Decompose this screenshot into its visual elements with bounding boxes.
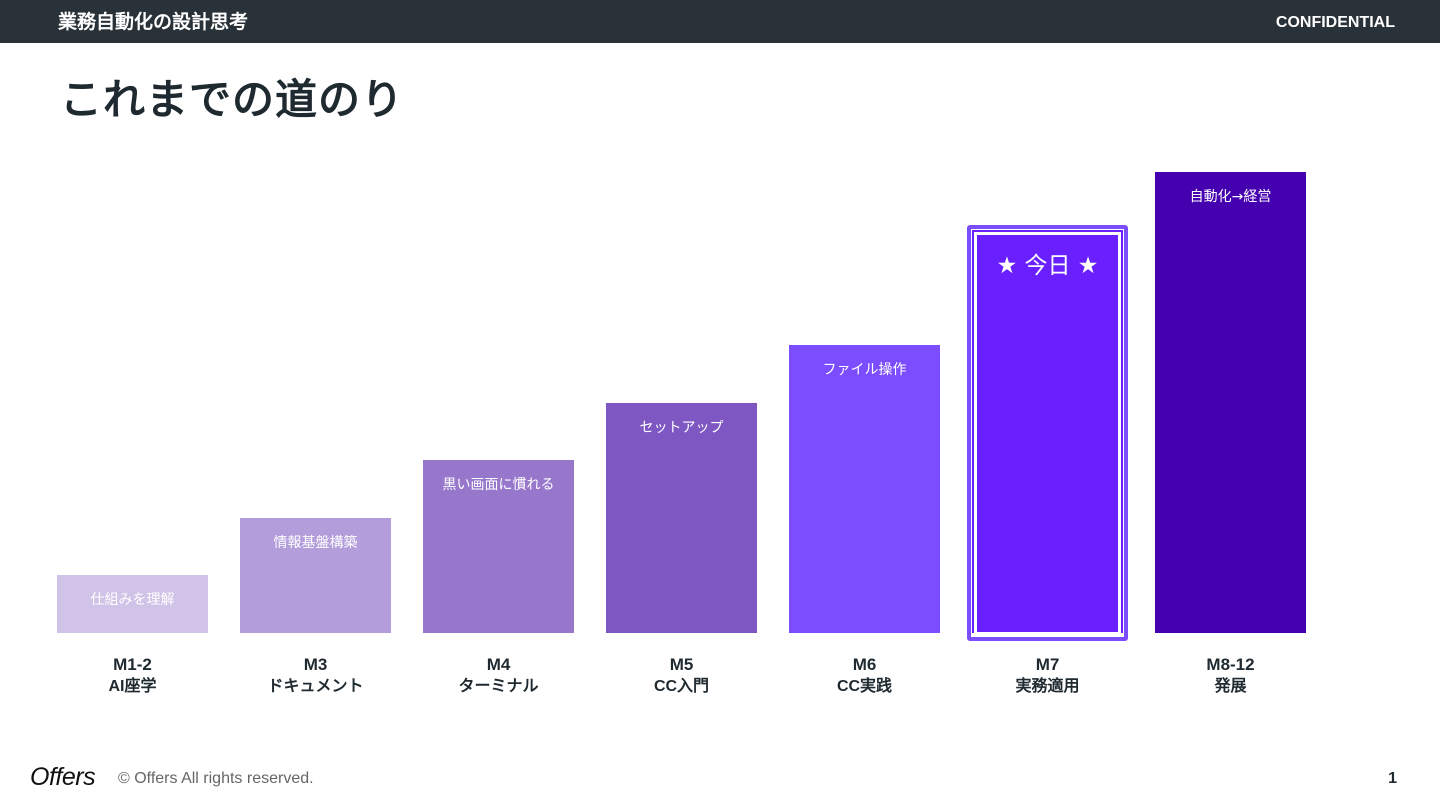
phase-label: CC実践 xyxy=(836,678,893,695)
month-label: M8-12 xyxy=(1206,655,1255,674)
bar-label: ★ 今日 ★ xyxy=(996,252,1099,279)
category-label: M5 CC入門 xyxy=(582,654,782,698)
month-label: M4 xyxy=(486,655,511,674)
deck-title: 業務自動化の設計思考 xyxy=(58,11,249,33)
bar-m6: ファイル操作 xyxy=(789,345,940,633)
category-label: M6 CC実践 xyxy=(765,654,965,698)
phase-label: 実務適用 xyxy=(1015,678,1080,695)
bar-m4: 黒い画面に慣れる xyxy=(423,460,574,633)
today-inner-border xyxy=(974,231,1121,635)
month-label: M6 xyxy=(852,655,877,674)
bar-m3: 情報基盤構築 xyxy=(240,517,391,633)
bar-label: 自動化→経営 xyxy=(1189,189,1272,206)
bar-m8-12: 自動化→経営 xyxy=(1155,172,1306,633)
month-label: M5 xyxy=(669,655,694,674)
bar-m1-2: 仕組みを理解 xyxy=(57,575,208,633)
phase-label: ドキュメント xyxy=(267,678,364,695)
phase-label: AI座学 xyxy=(108,678,157,695)
category-label: M8-12 発展 xyxy=(1131,654,1331,698)
offers-logo: Offers xyxy=(30,763,96,791)
phase-label: ターミナル xyxy=(458,678,539,695)
bar-label: ファイル操作 xyxy=(822,362,907,378)
bar-label: セットアップ xyxy=(639,419,724,436)
slide-title: これまでの道のり xyxy=(60,75,405,124)
month-label: M7 xyxy=(1035,655,1060,674)
bar-label: 情報基盤構築 xyxy=(273,534,358,551)
month-label: M3 xyxy=(303,655,328,674)
category-label: M7 実務適用 xyxy=(948,654,1148,698)
category-label: M4 ターミナル xyxy=(399,654,599,698)
confidential-label: CONFIDENTIAL xyxy=(1275,14,1395,31)
bar-label: 黒い画面に慣れる xyxy=(442,477,555,494)
bar-m7: ★ 今日 ★ xyxy=(972,229,1123,635)
today-highlight-frame xyxy=(967,224,1128,641)
phase-label: 発展 xyxy=(1214,678,1247,695)
top-bar: 業務自動化の設計思考 CONFIDENTIAL xyxy=(0,0,1440,43)
phase-label: CC入門 xyxy=(653,678,710,695)
category-label: M3 ドキュメント xyxy=(216,654,416,698)
bar-m5: セットアップ xyxy=(606,402,757,633)
bar-label: 仕組みを理解 xyxy=(90,592,175,609)
category-label: M1-2 AI座学 xyxy=(33,654,233,698)
month-label: M1-2 xyxy=(113,655,152,674)
copyright-text: © Offers All rights reserved. xyxy=(118,770,314,787)
page-number: 1 xyxy=(1388,770,1397,787)
